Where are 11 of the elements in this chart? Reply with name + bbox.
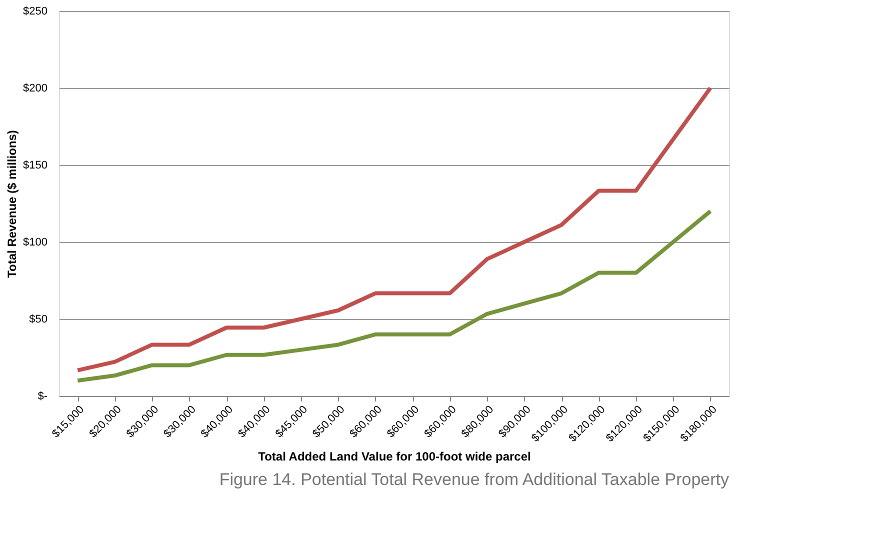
y-tick-label: $250 [23, 6, 48, 18]
x-axis-title: Total Added Land Value for 100-foot wide parcel [258, 450, 531, 464]
y-tick-label: $150 [23, 160, 48, 172]
y-tick-label: $- [38, 390, 48, 402]
y-tick-label: $50 [29, 314, 48, 326]
line-series [76, 86, 712, 372]
caption: Figure 14. Potential Total Revenue from Additional Taxable Property [219, 470, 730, 490]
line-series [76, 209, 712, 383]
y-tick-label: $100 [23, 236, 48, 248]
y-tick-label: $200 [23, 82, 48, 94]
y-axis-title: Total Revenue ($ millions) [5, 130, 20, 278]
